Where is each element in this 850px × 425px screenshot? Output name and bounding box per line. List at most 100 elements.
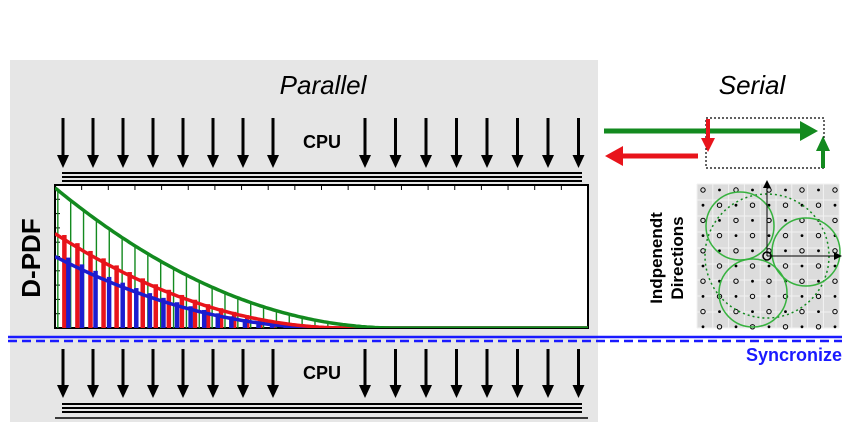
synchronize-line — [8, 335, 842, 343]
chart-bar-green — [237, 297, 239, 328]
chart-bar-blue — [147, 293, 153, 328]
lattice-point-filled — [701, 203, 705, 207]
lattice-circle-lower — [718, 258, 788, 328]
cpu-bottom-arrow — [542, 349, 554, 398]
cpu-bottom-arrow — [389, 349, 402, 398]
lattice-point-open — [749, 263, 756, 269]
chart-bar-blue — [188, 306, 193, 328]
lattice-point-filled — [734, 203, 738, 207]
chart-bar-red — [75, 243, 80, 328]
lattice-point-open — [749, 202, 756, 208]
chart-bar-green — [339, 324, 342, 328]
cpu-top-arrow — [147, 118, 159, 168]
cpu-top-arrow — [420, 118, 432, 168]
lattice-point-open — [733, 217, 739, 224]
cpu-top-arrow — [572, 118, 585, 168]
lattice-point-open — [815, 202, 822, 208]
lattice-point-filled — [734, 295, 738, 298]
chart-bar-green — [288, 314, 290, 328]
serial-red-arrowhead-left — [605, 146, 623, 166]
cpu-bottom-arrow — [57, 349, 69, 398]
cpu-bottom-arrow — [177, 349, 189, 398]
lattice-point-open — [782, 232, 789, 239]
lattice-point-open — [716, 263, 723, 269]
lattice-point-open — [716, 324, 723, 330]
chart-bar-blue — [79, 264, 85, 328]
cpu-top-arrow — [237, 118, 249, 168]
chart-bar-red — [205, 304, 211, 328]
cpu-top-arrow — [177, 118, 189, 168]
chart-bar-blue — [134, 288, 139, 328]
chart-curve-red — [55, 232, 588, 328]
lattice-point-open — [799, 278, 805, 284]
chart-bar-blue — [93, 270, 98, 328]
lattice-point-filled — [817, 310, 820, 313]
lattice-point-filled — [718, 249, 721, 253]
serial-green-arrowhead-up — [816, 136, 830, 151]
lattice-point-filled — [734, 264, 738, 268]
chart-bar-red — [127, 272, 132, 328]
lattice-point-open — [700, 278, 706, 284]
lattice-point-open — [815, 263, 822, 269]
lattice-point-open — [782, 263, 789, 269]
cpu-top-arrow — [481, 118, 493, 168]
lattice-point-filled — [833, 203, 837, 207]
lattice-point-filled — [701, 264, 705, 268]
lattice-point-filled — [800, 264, 804, 268]
lattice-point-filled — [734, 325, 738, 329]
lattice-point-filled — [718, 219, 721, 222]
lattice-point-open — [749, 232, 756, 239]
lattice-point-filled — [817, 188, 820, 192]
chart-ticks — [55, 185, 562, 315]
serial-red-arrowhead-down — [701, 138, 715, 152]
cpu-bottom-arrow — [267, 349, 279, 398]
lattice-point-open — [749, 293, 756, 300]
chart-bar-blue — [242, 318, 248, 328]
lattice-point-open — [832, 308, 838, 315]
serial-flow — [604, 117, 830, 169]
lattice-point-filled — [767, 295, 771, 298]
synchronize-label: Syncronize — [746, 345, 842, 365]
lattice-point-open — [733, 248, 739, 254]
cpu-bottom-arrow — [511, 349, 524, 398]
lattice-point-filled — [817, 279, 820, 283]
cpu-bottom-arrow — [207, 349, 219, 398]
chart-curve-green — [55, 186, 588, 328]
lattice-point-open — [782, 202, 789, 208]
cpu-bottom-arrow — [420, 349, 432, 398]
cpu-bottom-arrow — [481, 349, 493, 398]
lattice-point-filled — [800, 234, 804, 238]
lattice-point-filled — [800, 325, 804, 329]
chart-bar-green — [249, 302, 252, 328]
lattice-point-filled — [784, 188, 787, 192]
lattice-point-filled — [784, 249, 787, 253]
chart-bar-green — [262, 306, 265, 328]
chart-bar-red — [114, 265, 119, 328]
chart-bar-blue — [161, 297, 166, 328]
dpdf-chart — [54, 184, 589, 329]
cpu-arrows-top — [57, 118, 585, 168]
lattice-point-filled — [701, 325, 705, 329]
chart-bar-green — [301, 317, 303, 328]
lattice-point-open — [716, 202, 723, 208]
lattice-circle-upper-left — [705, 191, 775, 261]
parallel-title: Parallel — [280, 70, 368, 100]
chart-bar-blue — [201, 309, 207, 328]
cpu-top-arrow — [57, 118, 69, 168]
lattice-point-open — [799, 187, 805, 193]
chart-curves — [55, 186, 588, 328]
chart-bar-red — [101, 258, 106, 328]
lattice-point-filled — [800, 295, 804, 298]
lattice-point-filled — [767, 264, 771, 268]
lattice-point-open — [799, 248, 805, 254]
chart-bar-red — [192, 299, 198, 328]
lattice-circle-right — [771, 217, 841, 287]
cpu-top-arrow — [542, 118, 554, 168]
chart-bar-blue — [106, 276, 112, 328]
cpu-arrows-bottom — [57, 349, 585, 398]
chart-bar-red — [88, 250, 93, 328]
cpu-label-top: CPU — [303, 132, 341, 152]
chart-bar-green — [159, 260, 162, 328]
lattice-point-filled — [817, 249, 820, 253]
